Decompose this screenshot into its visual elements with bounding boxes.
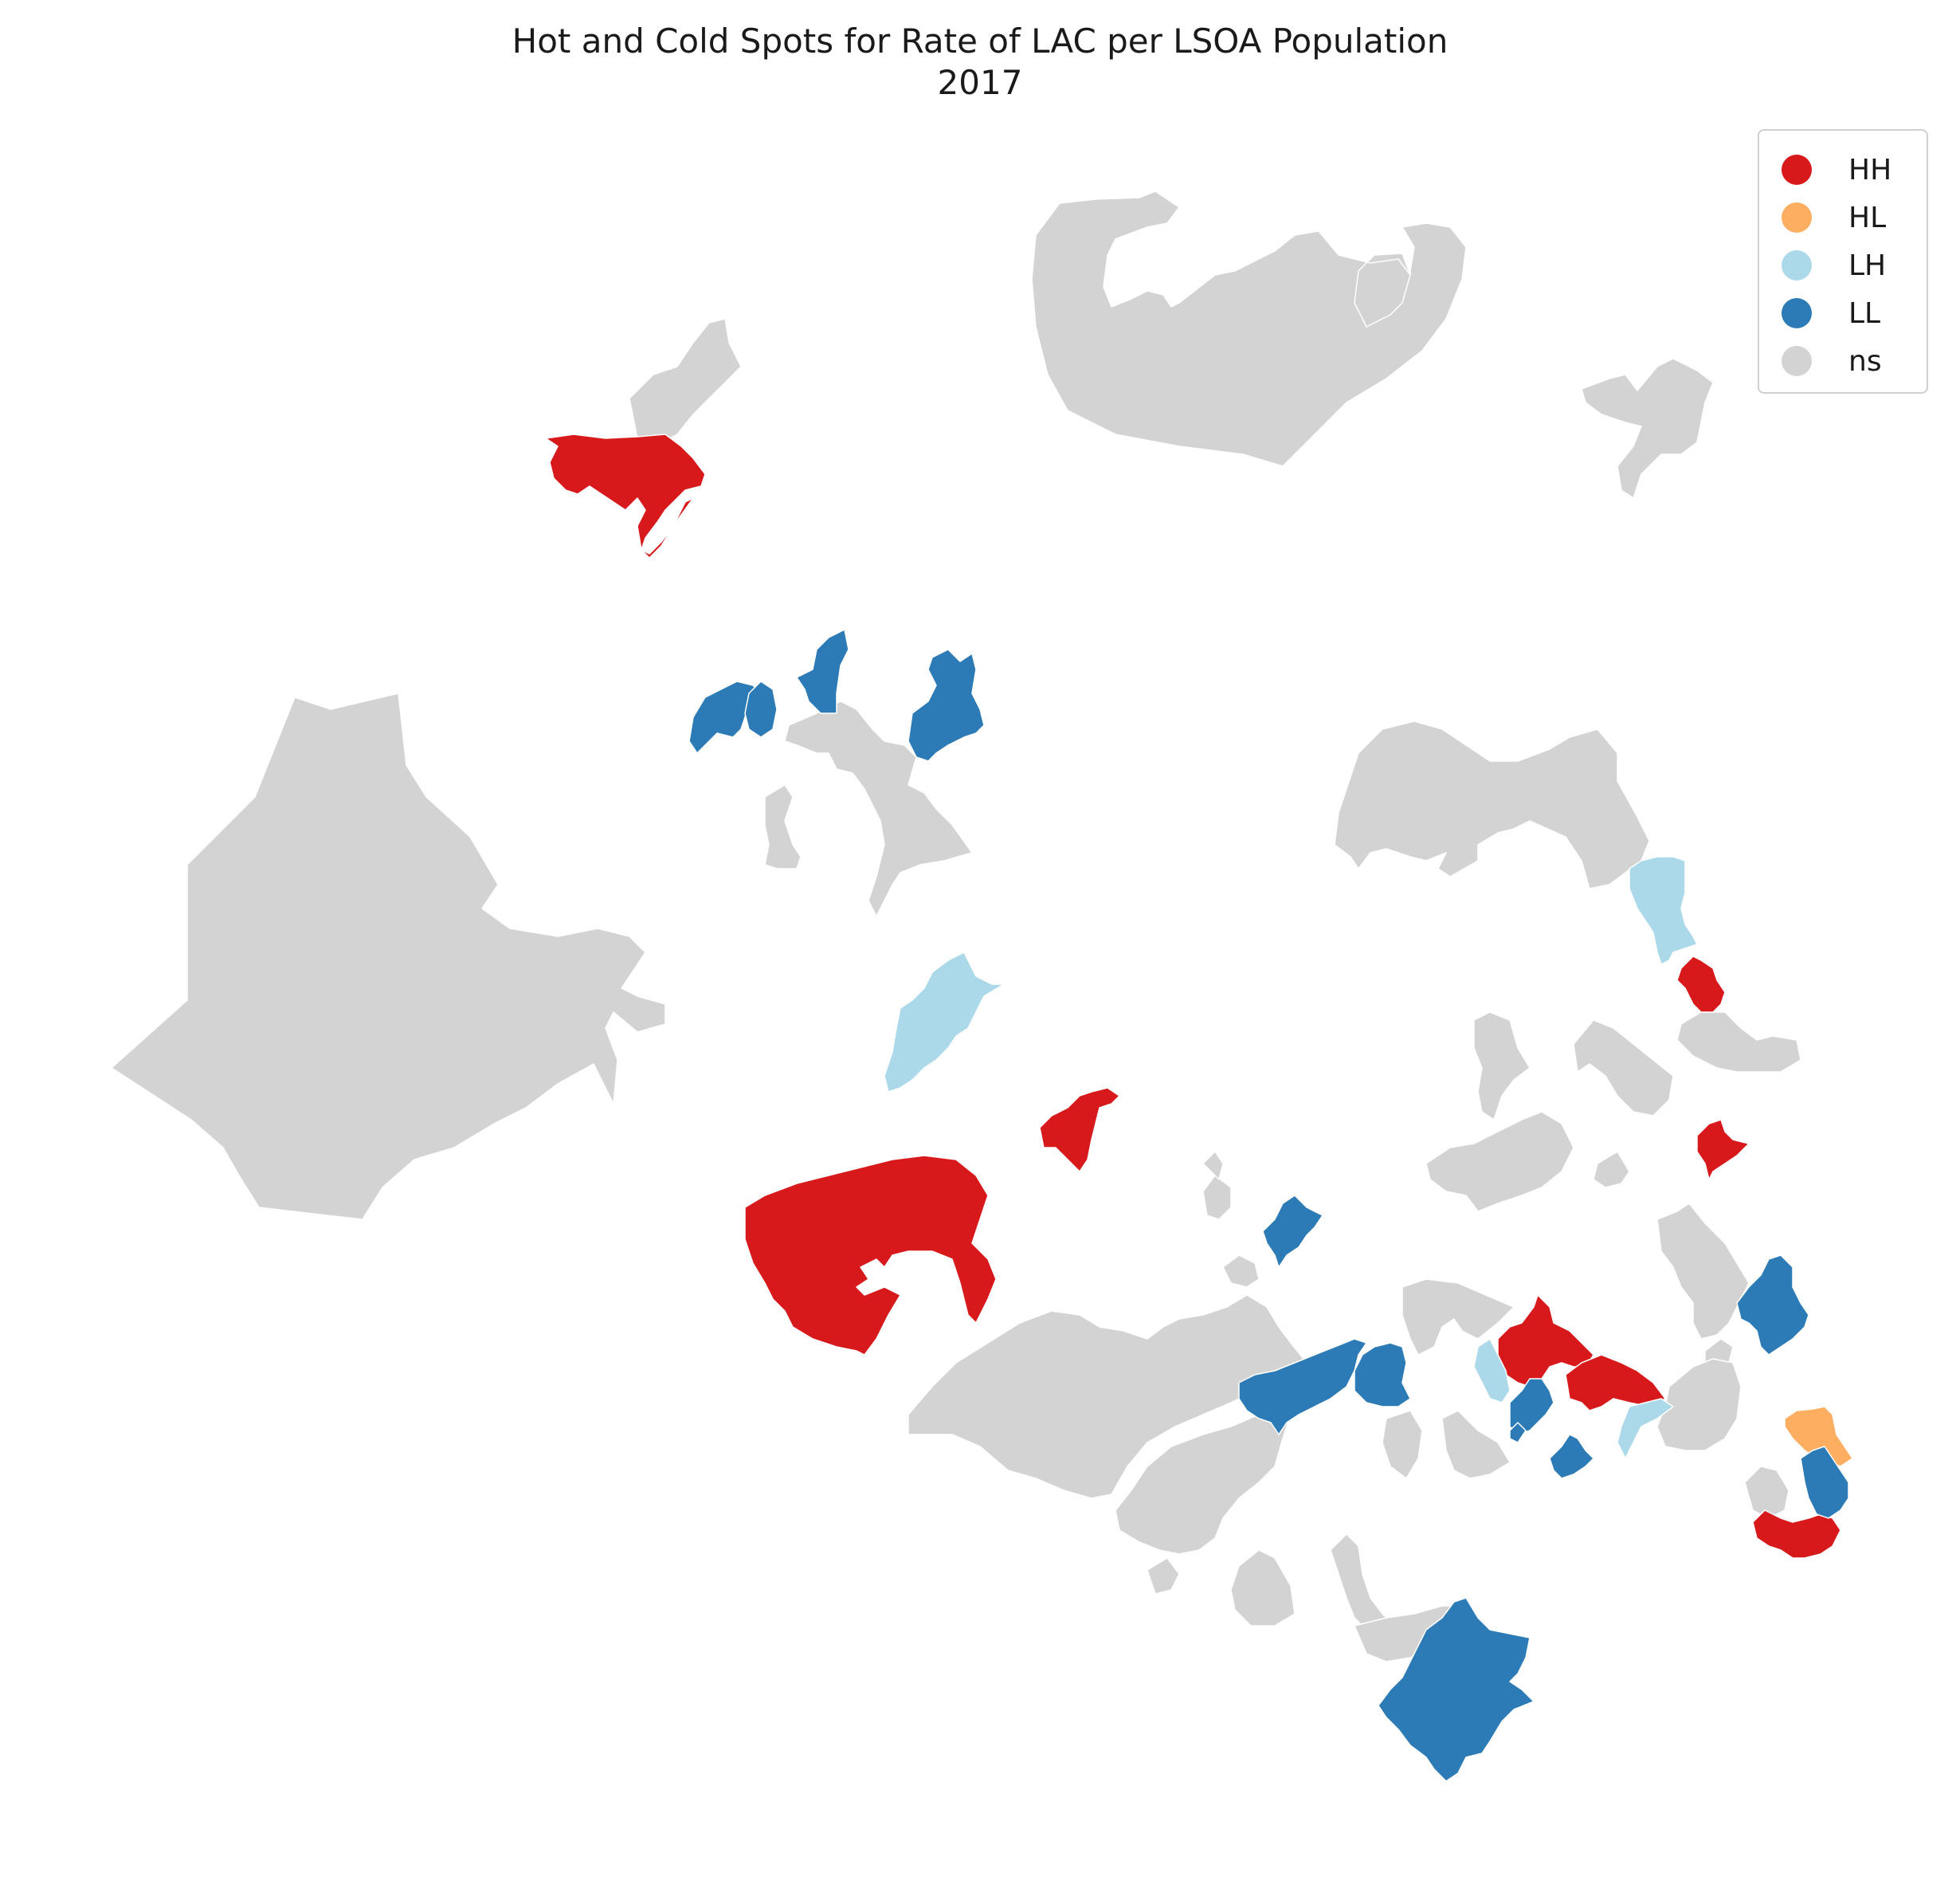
legend: HH HL LH LL ns: [1758, 129, 1928, 394]
region-ns-southeast-1: [1656, 1358, 1742, 1451]
region-hh-northwest: [545, 434, 706, 559]
legend-item-hh: HH: [1782, 150, 1891, 190]
region-ns-south-center-large: [1115, 1402, 1292, 1555]
region-ll-south-west-2: [1354, 1342, 1411, 1407]
region-hh-east-upper: [1676, 956, 1726, 1013]
region-hh-east-mid: [1696, 1119, 1750, 1180]
map-title-line1: Hot and Cold Spots for Rate of LAC per L…: [512, 22, 1448, 61]
region-ns-small-north-center: [764, 784, 802, 869]
region-ll-center-east: [1262, 1195, 1323, 1268]
region-ns-northeast-large: [1334, 720, 1650, 889]
region-ll-south-west: [1238, 1338, 1367, 1435]
region-ns-south-small-3: [1147, 1557, 1180, 1595]
region-ns-north-strip: [629, 318, 742, 447]
region-hh-center-small: [1039, 1087, 1120, 1172]
region-ns-south-center-left: [1202, 1175, 1232, 1220]
region-ll-south-center-2: [1549, 1434, 1594, 1479]
region-lh-east: [1629, 856, 1698, 965]
legend-label-lh: LH: [1848, 249, 1887, 282]
region-lh-south-2: [1617, 1398, 1674, 1459]
region-ns-east-cluster-3: [1676, 1011, 1801, 1073]
legend-label-ll: LL: [1848, 296, 1881, 330]
region-hh-center-large: [744, 1155, 997, 1356]
region-ns-south-west-large: [907, 1294, 1307, 1499]
map-title-line2: 2017: [937, 63, 1023, 102]
legend-item-hl: HL: [1782, 198, 1886, 237]
region-ns-east-strip: [1656, 1203, 1750, 1340]
region-ll-northwest-1: [688, 681, 762, 754]
region-ll-south-large: [1378, 1597, 1535, 1782]
legend-label-hl: HL: [1848, 201, 1887, 234]
region-ns-northeast: [1581, 358, 1714, 499]
legend-marker-ns: [1782, 346, 1812, 376]
legend-marker-lh: [1782, 250, 1812, 281]
region-ns-east-small-1: [1593, 1151, 1630, 1188]
region-ns-south-small-2: [1441, 1410, 1511, 1479]
region-lh-south-1: [1473, 1338, 1511, 1403]
region-ns-south-center-small: [1222, 1254, 1260, 1288]
region-ll-north-center-2: [907, 649, 985, 762]
region-hh-southeast: [1752, 1509, 1841, 1559]
map-title: Hot and Cold Spots for Rate of LAC per L…: [0, 21, 1960, 104]
region-ns-southeast-2: [1744, 1466, 1789, 1519]
region-lh-center-west: [884, 952, 1005, 1093]
region-hl-southeast: [1784, 1406, 1853, 1467]
region-ns-center-small: [1202, 1151, 1224, 1180]
region-ns-east-cluster-1: [1473, 1011, 1531, 1121]
region-ll-south-center-3: [1509, 1422, 1527, 1443]
region-ll-northwest-2: [744, 681, 778, 738]
region-ll-southeast: [1800, 1446, 1849, 1519]
region-ll-north-center-1: [796, 629, 849, 714]
region-ns-south-small-4: [1230, 1549, 1296, 1627]
legend-marker-hh: [1782, 155, 1812, 185]
legend-label-ns: ns: [1848, 344, 1882, 378]
region-ns-north-ring: [1031, 190, 1467, 467]
legend-label-hh: HH: [1848, 153, 1892, 186]
legend-item-ns: ns: [1782, 341, 1882, 381]
legend-item-ll: LL: [1782, 293, 1880, 333]
region-ns-south-small-1: [1382, 1410, 1423, 1479]
region-ns-north-center: [784, 701, 973, 917]
legend-item-lh: LH: [1782, 245, 1886, 285]
region-ns-east-cluster-2: [1573, 1019, 1674, 1117]
region-ns-south-upper: [1401, 1278, 1515, 1356]
map-regions: [111, 190, 1853, 1782]
legend-marker-ll: [1782, 298, 1812, 328]
region-ll-east: [1736, 1254, 1809, 1356]
legend-marker-hl: [1782, 202, 1812, 233]
region-ns-west-large: [111, 693, 666, 1220]
region-ns-east-cluster-4: [1425, 1111, 1574, 1212]
